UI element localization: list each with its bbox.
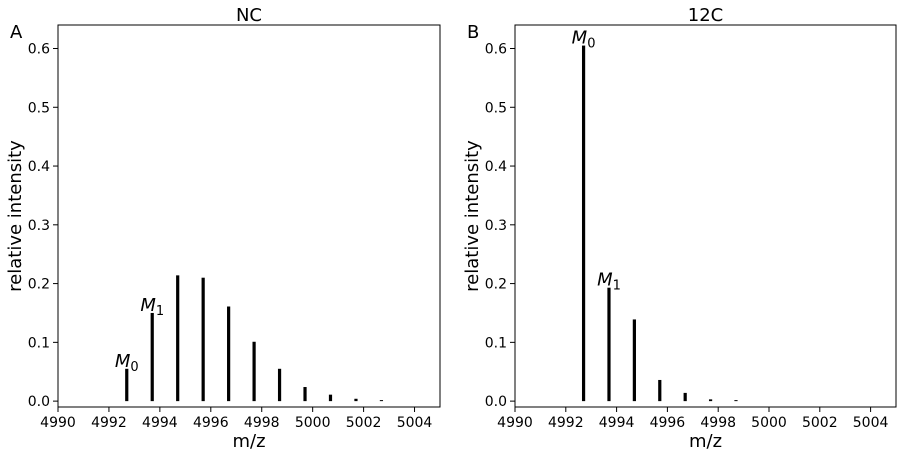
x-tick-label: 5002 (346, 415, 382, 431)
x-tick-label: 5000 (751, 415, 787, 431)
bar-4 (683, 392, 687, 402)
x-tick-label: 4996 (650, 415, 686, 431)
bar-10 (379, 400, 384, 402)
panel-letter: B (467, 22, 479, 43)
bar-6 (277, 368, 282, 402)
bar-1 (607, 287, 611, 402)
peak-annotation-m0: M0 (115, 351, 139, 375)
peak-annotation-subscript: 0 (130, 360, 138, 375)
x-tick-label: 4998 (244, 415, 280, 431)
bar-6 (734, 400, 738, 402)
peak-annotation-subscript: 1 (156, 304, 164, 319)
peak-annotation-subscript: 1 (613, 279, 621, 294)
bar-2 (632, 319, 636, 402)
y-tick-label: 0.6 (485, 42, 507, 58)
bar-3 (658, 379, 662, 402)
panel-a: 4990 4992 4994 4996 4998 5000 5002 5004 0.0 0.1 0.… (5, 5, 441, 452)
bar-5 (708, 399, 713, 402)
x-tick-label: 4994 (599, 415, 635, 431)
y-axis-label: relative intensity (5, 140, 26, 292)
y-tick-label: 0.5 (485, 100, 507, 116)
panel-title: 12C (688, 5, 723, 26)
bar-5 (252, 341, 256, 402)
x-tick-label: 4992 (91, 415, 127, 431)
y-tick-label: 0.4 (485, 159, 507, 175)
y-tick-label: 0.0 (28, 394, 50, 410)
x-tick-label: 4990 (497, 415, 533, 431)
plot-frame (514, 24, 897, 408)
panel-letter: A (10, 22, 23, 43)
y-tick-label: 0.1 (485, 335, 507, 351)
x-tick-label: 5000 (295, 415, 331, 431)
x-axis-label: m/z (689, 431, 722, 452)
y-tick-label: 0.1 (28, 335, 50, 351)
peak-annotation-base: M (115, 351, 131, 372)
x-tick-label: 5004 (397, 415, 433, 431)
peak-annotation-m1: M1 (597, 270, 621, 294)
x-axis-label: m/z (232, 431, 265, 452)
peak-annotation-m1: M1 (140, 295, 164, 319)
bar-4 (227, 306, 231, 402)
y-tick-label: 0.6 (28, 42, 50, 58)
bar-9 (354, 398, 358, 402)
y-tick-label: 0.0 (485, 394, 507, 410)
bar-2 (176, 275, 180, 402)
y-tick-label: 0.4 (28, 159, 50, 175)
bar-7 (303, 387, 307, 402)
peak-annotation-m0: M0 (572, 28, 596, 52)
y-tick-label: 0.5 (28, 100, 50, 116)
y-tick-label: 0.2 (485, 277, 507, 293)
plot-frame (57, 24, 441, 408)
bar-3 (201, 277, 205, 402)
x-tick-label: 5004 (853, 415, 889, 431)
x-tick-label: 4992 (548, 415, 584, 431)
y-tick-label: 0.3 (28, 218, 50, 234)
x-tick-label: 4996 (193, 415, 229, 431)
panel-b: 4990 4992 4994 4996 4998 5000 5002 5004 0.0 0.1 0.… (462, 5, 897, 452)
y-axis-label: relative intensity (462, 140, 483, 292)
x-tick-label: 4994 (142, 415, 178, 431)
x-tick-label: 5002 (802, 415, 838, 431)
peak-annotation-base: M (140, 295, 156, 316)
peak-annotation-base: M (597, 270, 613, 291)
y-tick-label: 0.2 (28, 277, 50, 293)
y-tick-label: 0.3 (485, 218, 507, 234)
bar-0 (125, 368, 129, 402)
x-tick-label: 4990 (40, 415, 76, 431)
peak-annotation-base: M (572, 28, 588, 49)
bar-0 (581, 45, 586, 402)
bar-1 (150, 312, 154, 402)
panel-title: NC (236, 5, 262, 26)
x-tick-label: 4998 (700, 415, 736, 431)
bar-8 (328, 394, 333, 402)
peak-annotation-subscript: 0 (587, 37, 595, 52)
